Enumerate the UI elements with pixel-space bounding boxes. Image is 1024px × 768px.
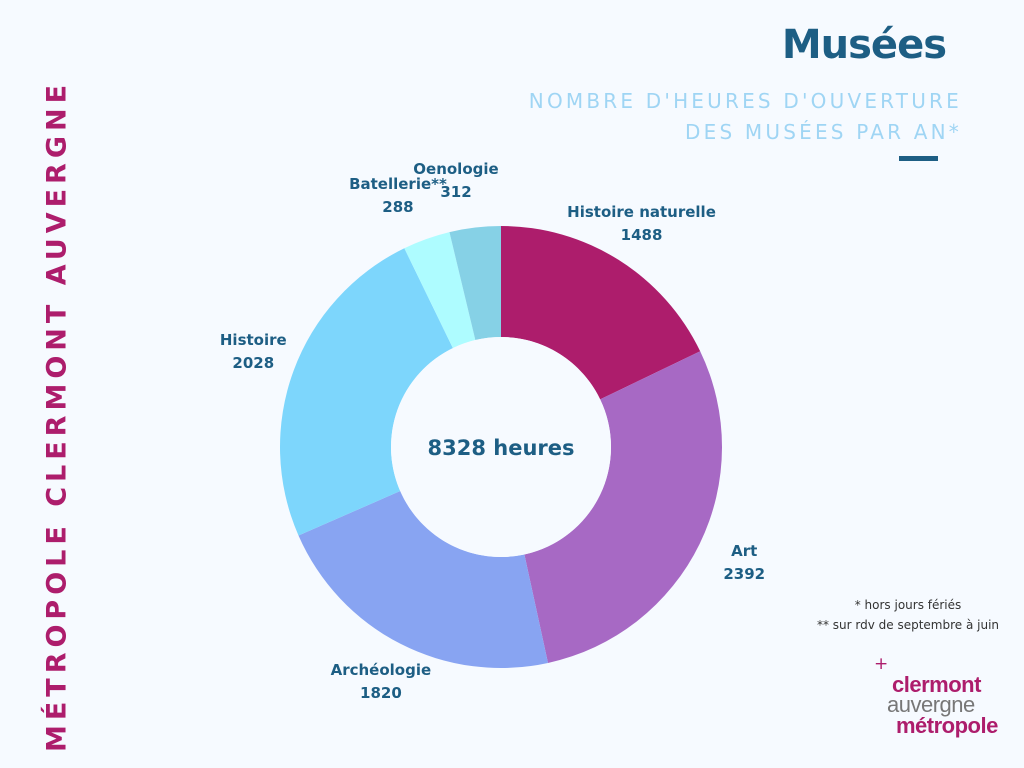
slice-label-name: Histoire [219, 330, 287, 349]
slice-label-name: Oenologie [413, 159, 499, 178]
slice-histoire-naturelle [501, 226, 701, 400]
slice-label-value: 2392 [723, 564, 766, 583]
subtitle-line-1: NOMBRE D'HEURES D'OUVERTURE [528, 89, 962, 113]
slice-label-3: Histoire 2028 [220, 329, 287, 375]
slice-archéologie [298, 491, 548, 669]
logo-plus: + [874, 654, 889, 674]
slice-label-name: Histoire naturelle [567, 202, 716, 221]
logo-word-auvergne: auvergne [887, 692, 975, 717]
chart-subtitle: NOMBRE D'HEURES D'OUVERTURE DES MUSÉES P… [529, 86, 962, 148]
slice-art [524, 351, 722, 663]
slice-label-name: Batellerie** [349, 175, 447, 194]
logo-word-metropole: métropole [896, 713, 998, 738]
slice-label-0: Histoire naturelle 1488 [567, 201, 716, 247]
chart-title: Musées [781, 22, 947, 68]
slice-label-4: Batellerie** 288 [349, 173, 447, 219]
slice-histoire [280, 248, 453, 536]
clermont-metropole-logo: + clermont auvergne métropole [872, 654, 1012, 746]
slice-label-value: 2028 [232, 353, 275, 372]
slice-label-name: Archéologie [330, 661, 432, 680]
slice-label-2: Archéologie 1820 [331, 659, 432, 705]
donut-hole [391, 337, 611, 557]
slice-batellerie [404, 232, 476, 349]
subtitle-line-2: DES MUSÉES PAR AN* [685, 120, 962, 144]
slice-oenologie [449, 226, 501, 341]
slice-label-value: 1820 [360, 684, 402, 703]
logo-word-clermont: clermont [892, 672, 981, 697]
slice-label-1: Art 2392 [723, 540, 765, 586]
footnotes: * hors jours fériés ** sur rdv de septem… [817, 595, 999, 635]
slice-label-name: Art [731, 541, 758, 560]
slice-label-value: 288 [382, 198, 414, 217]
donut-center-label: 8328 heures [427, 436, 575, 460]
footnote-2: ** sur rdv de septembre à juin [816, 618, 1000, 632]
slice-label-value: 1488 [620, 225, 663, 244]
title-underline [899, 156, 938, 161]
slice-label-value: 312 [440, 182, 472, 201]
slice-label-5: Oenologie 312 [413, 158, 498, 204]
footnote-1: * hors jours fériés [854, 598, 962, 612]
